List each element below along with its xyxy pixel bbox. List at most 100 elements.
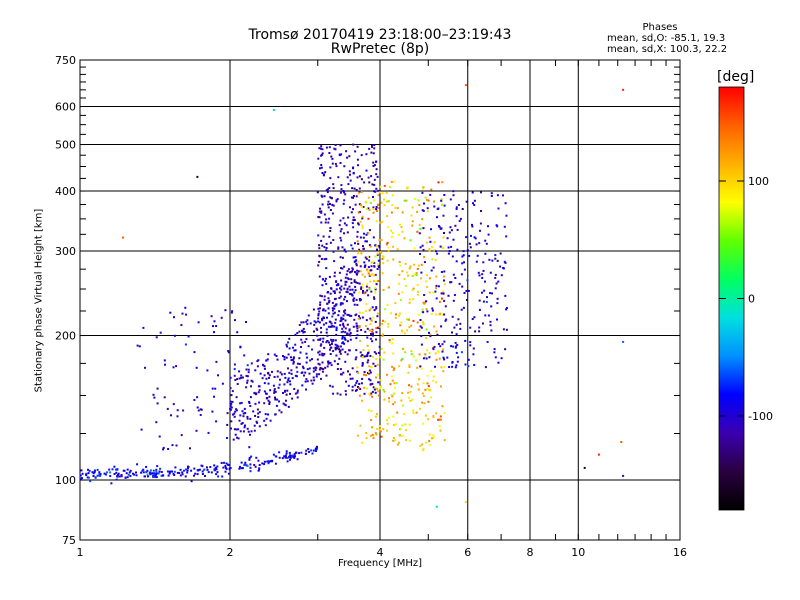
data-point bbox=[367, 217, 370, 220]
data-point bbox=[318, 350, 321, 353]
y-tick-label: 75 bbox=[62, 534, 76, 547]
data-point bbox=[443, 194, 446, 196]
data-point bbox=[433, 200, 435, 203]
data-point bbox=[312, 339, 315, 342]
data-point bbox=[267, 462, 270, 465]
data-point bbox=[279, 371, 282, 374]
data-point bbox=[285, 343, 288, 346]
data-point bbox=[265, 377, 268, 380]
data-point bbox=[407, 371, 410, 374]
data-point bbox=[428, 331, 430, 334]
data-point bbox=[456, 360, 459, 363]
data-point bbox=[245, 374, 248, 377]
data-point bbox=[401, 291, 404, 294]
data-point bbox=[390, 235, 393, 238]
data-point bbox=[373, 265, 376, 268]
data-point bbox=[318, 147, 321, 150]
data-point bbox=[372, 161, 375, 164]
data-point bbox=[298, 452, 301, 455]
data-point bbox=[420, 367, 423, 370]
data-point bbox=[407, 318, 410, 321]
data-point bbox=[362, 349, 365, 351]
data-point bbox=[201, 465, 204, 468]
data-point bbox=[327, 200, 330, 203]
data-point bbox=[373, 351, 376, 354]
data-point bbox=[286, 460, 289, 463]
data-point bbox=[248, 402, 251, 404]
data-point bbox=[388, 340, 391, 343]
data-point bbox=[356, 145, 359, 148]
data-point bbox=[184, 475, 187, 478]
data-point bbox=[454, 366, 457, 369]
data-point bbox=[494, 356, 497, 359]
data-point bbox=[505, 308, 508, 311]
data-point bbox=[354, 358, 357, 361]
data-point bbox=[239, 430, 242, 433]
data-point bbox=[263, 374, 266, 377]
data-point bbox=[412, 319, 415, 322]
data-point bbox=[288, 347, 291, 350]
data-point bbox=[335, 303, 337, 306]
data-point bbox=[502, 328, 505, 331]
data-point bbox=[434, 250, 437, 253]
data-point bbox=[398, 223, 401, 226]
data-point bbox=[173, 474, 176, 476]
data-point bbox=[428, 389, 430, 392]
data-point bbox=[245, 368, 248, 371]
data-point bbox=[358, 282, 361, 285]
data-point bbox=[249, 466, 252, 469]
data-point bbox=[423, 261, 426, 264]
data-point bbox=[357, 211, 360, 214]
data-point bbox=[449, 226, 452, 229]
data-point bbox=[360, 329, 363, 331]
data-point bbox=[224, 470, 227, 473]
data-point bbox=[295, 375, 298, 378]
data-point bbox=[261, 462, 264, 465]
data-point bbox=[369, 337, 372, 340]
data-point bbox=[366, 353, 369, 356]
data-point bbox=[207, 431, 210, 434]
data-point bbox=[401, 392, 404, 395]
data-point bbox=[273, 389, 276, 392]
data-point bbox=[225, 462, 228, 465]
data-point bbox=[373, 280, 375, 282]
data-point bbox=[175, 365, 178, 368]
data-point bbox=[620, 441, 623, 443]
data-point bbox=[348, 155, 351, 158]
data-point bbox=[424, 300, 427, 303]
data-point bbox=[435, 297, 438, 300]
data-point bbox=[287, 377, 290, 380]
data-point bbox=[359, 351, 362, 354]
data-point bbox=[292, 362, 295, 365]
data-point bbox=[403, 199, 406, 202]
data-point bbox=[158, 470, 161, 473]
data-point bbox=[396, 443, 399, 446]
data-point bbox=[333, 298, 336, 301]
data-point bbox=[375, 206, 378, 208]
data-point bbox=[343, 337, 346, 340]
data-point bbox=[305, 378, 308, 381]
data-point bbox=[406, 271, 408, 274]
data-point bbox=[120, 474, 123, 476]
data-point bbox=[326, 365, 329, 368]
data-point bbox=[240, 422, 243, 425]
data-point bbox=[319, 147, 322, 150]
data-point bbox=[442, 236, 445, 239]
data-point bbox=[241, 376, 244, 379]
data-point bbox=[320, 343, 323, 346]
data-point bbox=[323, 258, 326, 261]
data-point bbox=[375, 173, 378, 176]
data-point bbox=[408, 423, 411, 426]
data-point bbox=[115, 478, 118, 481]
data-point bbox=[428, 440, 431, 443]
data-point bbox=[403, 332, 406, 335]
data-point bbox=[245, 321, 247, 323]
data-point bbox=[244, 424, 246, 427]
data-point bbox=[496, 259, 499, 262]
data-point bbox=[346, 340, 349, 343]
data-point bbox=[397, 233, 400, 236]
data-point bbox=[387, 325, 389, 328]
data-point bbox=[328, 275, 331, 278]
data-point bbox=[344, 351, 347, 354]
